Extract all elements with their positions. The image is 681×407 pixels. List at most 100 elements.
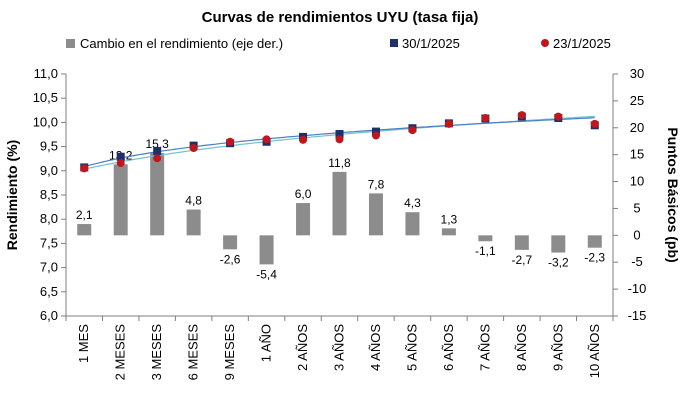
bar-data-label: 4,8: [185, 194, 202, 208]
left-tick-label: 10,5: [33, 90, 58, 105]
bar: [514, 235, 529, 250]
square-marker: [153, 146, 162, 155]
x-tick-label: 2 MESES: [113, 324, 128, 381]
bar-data-label: 2,1: [76, 208, 93, 222]
circle-marker: [371, 131, 380, 140]
bar: [405, 212, 420, 236]
circle-marker: [189, 144, 198, 153]
bar-data-label: -2,3: [584, 251, 605, 265]
bar: [186, 209, 201, 236]
right-tick-label: 0: [633, 227, 640, 242]
bars: [77, 153, 602, 265]
bar: [587, 235, 602, 248]
legend-circle-marker: [541, 39, 549, 47]
bar: [551, 235, 566, 253]
left-tick-label: 9,5: [40, 139, 58, 154]
x-tick-label: 10 AÑOS: [587, 324, 602, 379]
right-tick-label: 25: [630, 93, 644, 108]
circle-marker: [226, 137, 235, 146]
legend-square-marker: [390, 39, 398, 47]
y2-axis-title: Puntos Básicos (pb): [665, 127, 681, 262]
circle-marker: [153, 154, 162, 163]
x-tick-label: 3 AÑOS: [332, 324, 347, 371]
bar: [368, 193, 383, 236]
circle-marker: [80, 164, 89, 173]
bar: [223, 235, 238, 250]
x-tick-label: 1 MES: [76, 324, 91, 363]
x-tick-label: 7 AÑOS: [477, 324, 492, 371]
right-tick-label: 5: [633, 200, 640, 215]
right-tick-label: 30: [630, 66, 644, 81]
bar: [441, 228, 456, 236]
chart-title: Curvas de rendimientos UYU (tasa fija): [202, 9, 479, 26]
bar-data-label: 15,3: [145, 137, 169, 151]
circle-marker: [408, 126, 417, 135]
bar: [77, 224, 92, 236]
left-ticks: 6,0 6,5 7,0 7,5 8,0 8,5 9,0 9,5 10,0 10,5 11,0: [33, 66, 66, 323]
left-tick-label: 7,5: [40, 235, 58, 250]
right-tick-label: -5: [631, 254, 643, 269]
circle-marker: [262, 135, 271, 144]
bar-data-label: -5,4: [256, 267, 277, 281]
bar-data-label: 7,8: [368, 177, 385, 191]
bar-data-label: 11,8: [328, 156, 351, 170]
x-tick-label: 9 AÑOS: [550, 324, 565, 371]
bar: [478, 235, 493, 242]
legend-label-series-2: 23/1/2025: [553, 36, 611, 51]
circle-marker: [481, 114, 490, 123]
bar-data-label: 1,3: [441, 212, 458, 226]
bar-data-label: -2,7: [511, 253, 532, 267]
bar-data-label: -3,2: [548, 256, 569, 270]
circle-marker: [335, 135, 344, 144]
left-tick-label: 8,5: [40, 187, 58, 202]
right-tick-label: 15: [630, 147, 644, 162]
right-tick-label: 10: [630, 174, 644, 189]
circle-marker: [299, 135, 308, 144]
legend-bar-swatch: [66, 39, 75, 48]
bar: [113, 164, 128, 236]
bar-data-label: 6,0: [295, 187, 312, 201]
circle-marker: [517, 111, 526, 120]
legend-label-bars: Cambio en el rendimiento (eje der.): [80, 36, 283, 51]
x-tick-label: 4 AÑOS: [368, 324, 383, 371]
x-tick-label: 5 AÑOS: [404, 324, 419, 371]
y-axis-title: Rendimiento (%): [4, 140, 20, 250]
circle-marker: [116, 159, 125, 168]
x-tick-label: 6 AÑOS: [441, 324, 456, 371]
points: [80, 111, 599, 173]
left-tick-label: 8,0: [40, 211, 58, 226]
x-tick-label: 9 MESES: [222, 324, 237, 381]
x-ticks: 1 MES 2 MESES 3 MESES 6 MESES 9 MESES 1 AÑO 2 …: [65, 316, 614, 381]
bar-data-label: -2,6: [220, 252, 241, 266]
square-marker: [116, 152, 125, 161]
left-tick-label: 6,0: [40, 308, 58, 323]
circle-marker: [554, 112, 563, 121]
left-tick-label: 11,0: [34, 66, 58, 81]
square-marker: [335, 130, 344, 139]
bar: [332, 171, 347, 236]
bar: [150, 153, 165, 236]
right-tick-label: 20: [630, 120, 644, 135]
bar-data-label: 4,3: [404, 196, 421, 210]
right-tick-label: -15: [628, 308, 647, 323]
x-tick-label: 8 AÑOS: [514, 324, 529, 371]
right-tick-label: -10: [628, 281, 647, 296]
bar: [296, 203, 311, 236]
bar-data-label: -1,1: [475, 244, 496, 258]
legend: Cambio en el rendimiento (eje der.) 30/1…: [66, 36, 611, 51]
left-tick-label: 9,0: [40, 163, 58, 178]
bar: [259, 235, 274, 265]
x-tick-label: 1 AÑO: [259, 324, 274, 362]
bar-labels: 2,113,215,34,8-2,6-5,46,011,87,84,31,3-1…: [76, 137, 606, 281]
left-tick-label: 7,0: [40, 260, 58, 275]
x-tick-label: 2 AÑOS: [295, 324, 310, 371]
left-tick-label: 6,5: [40, 284, 58, 299]
left-tick-label: 10,0: [33, 114, 58, 129]
x-tick-label: 6 MESES: [186, 324, 201, 381]
x-tick-label: 3 MESES: [149, 324, 164, 381]
circle-marker: [590, 119, 599, 128]
legend-label-series-1: 30/1/2025: [402, 36, 460, 51]
circle-marker: [444, 119, 453, 128]
